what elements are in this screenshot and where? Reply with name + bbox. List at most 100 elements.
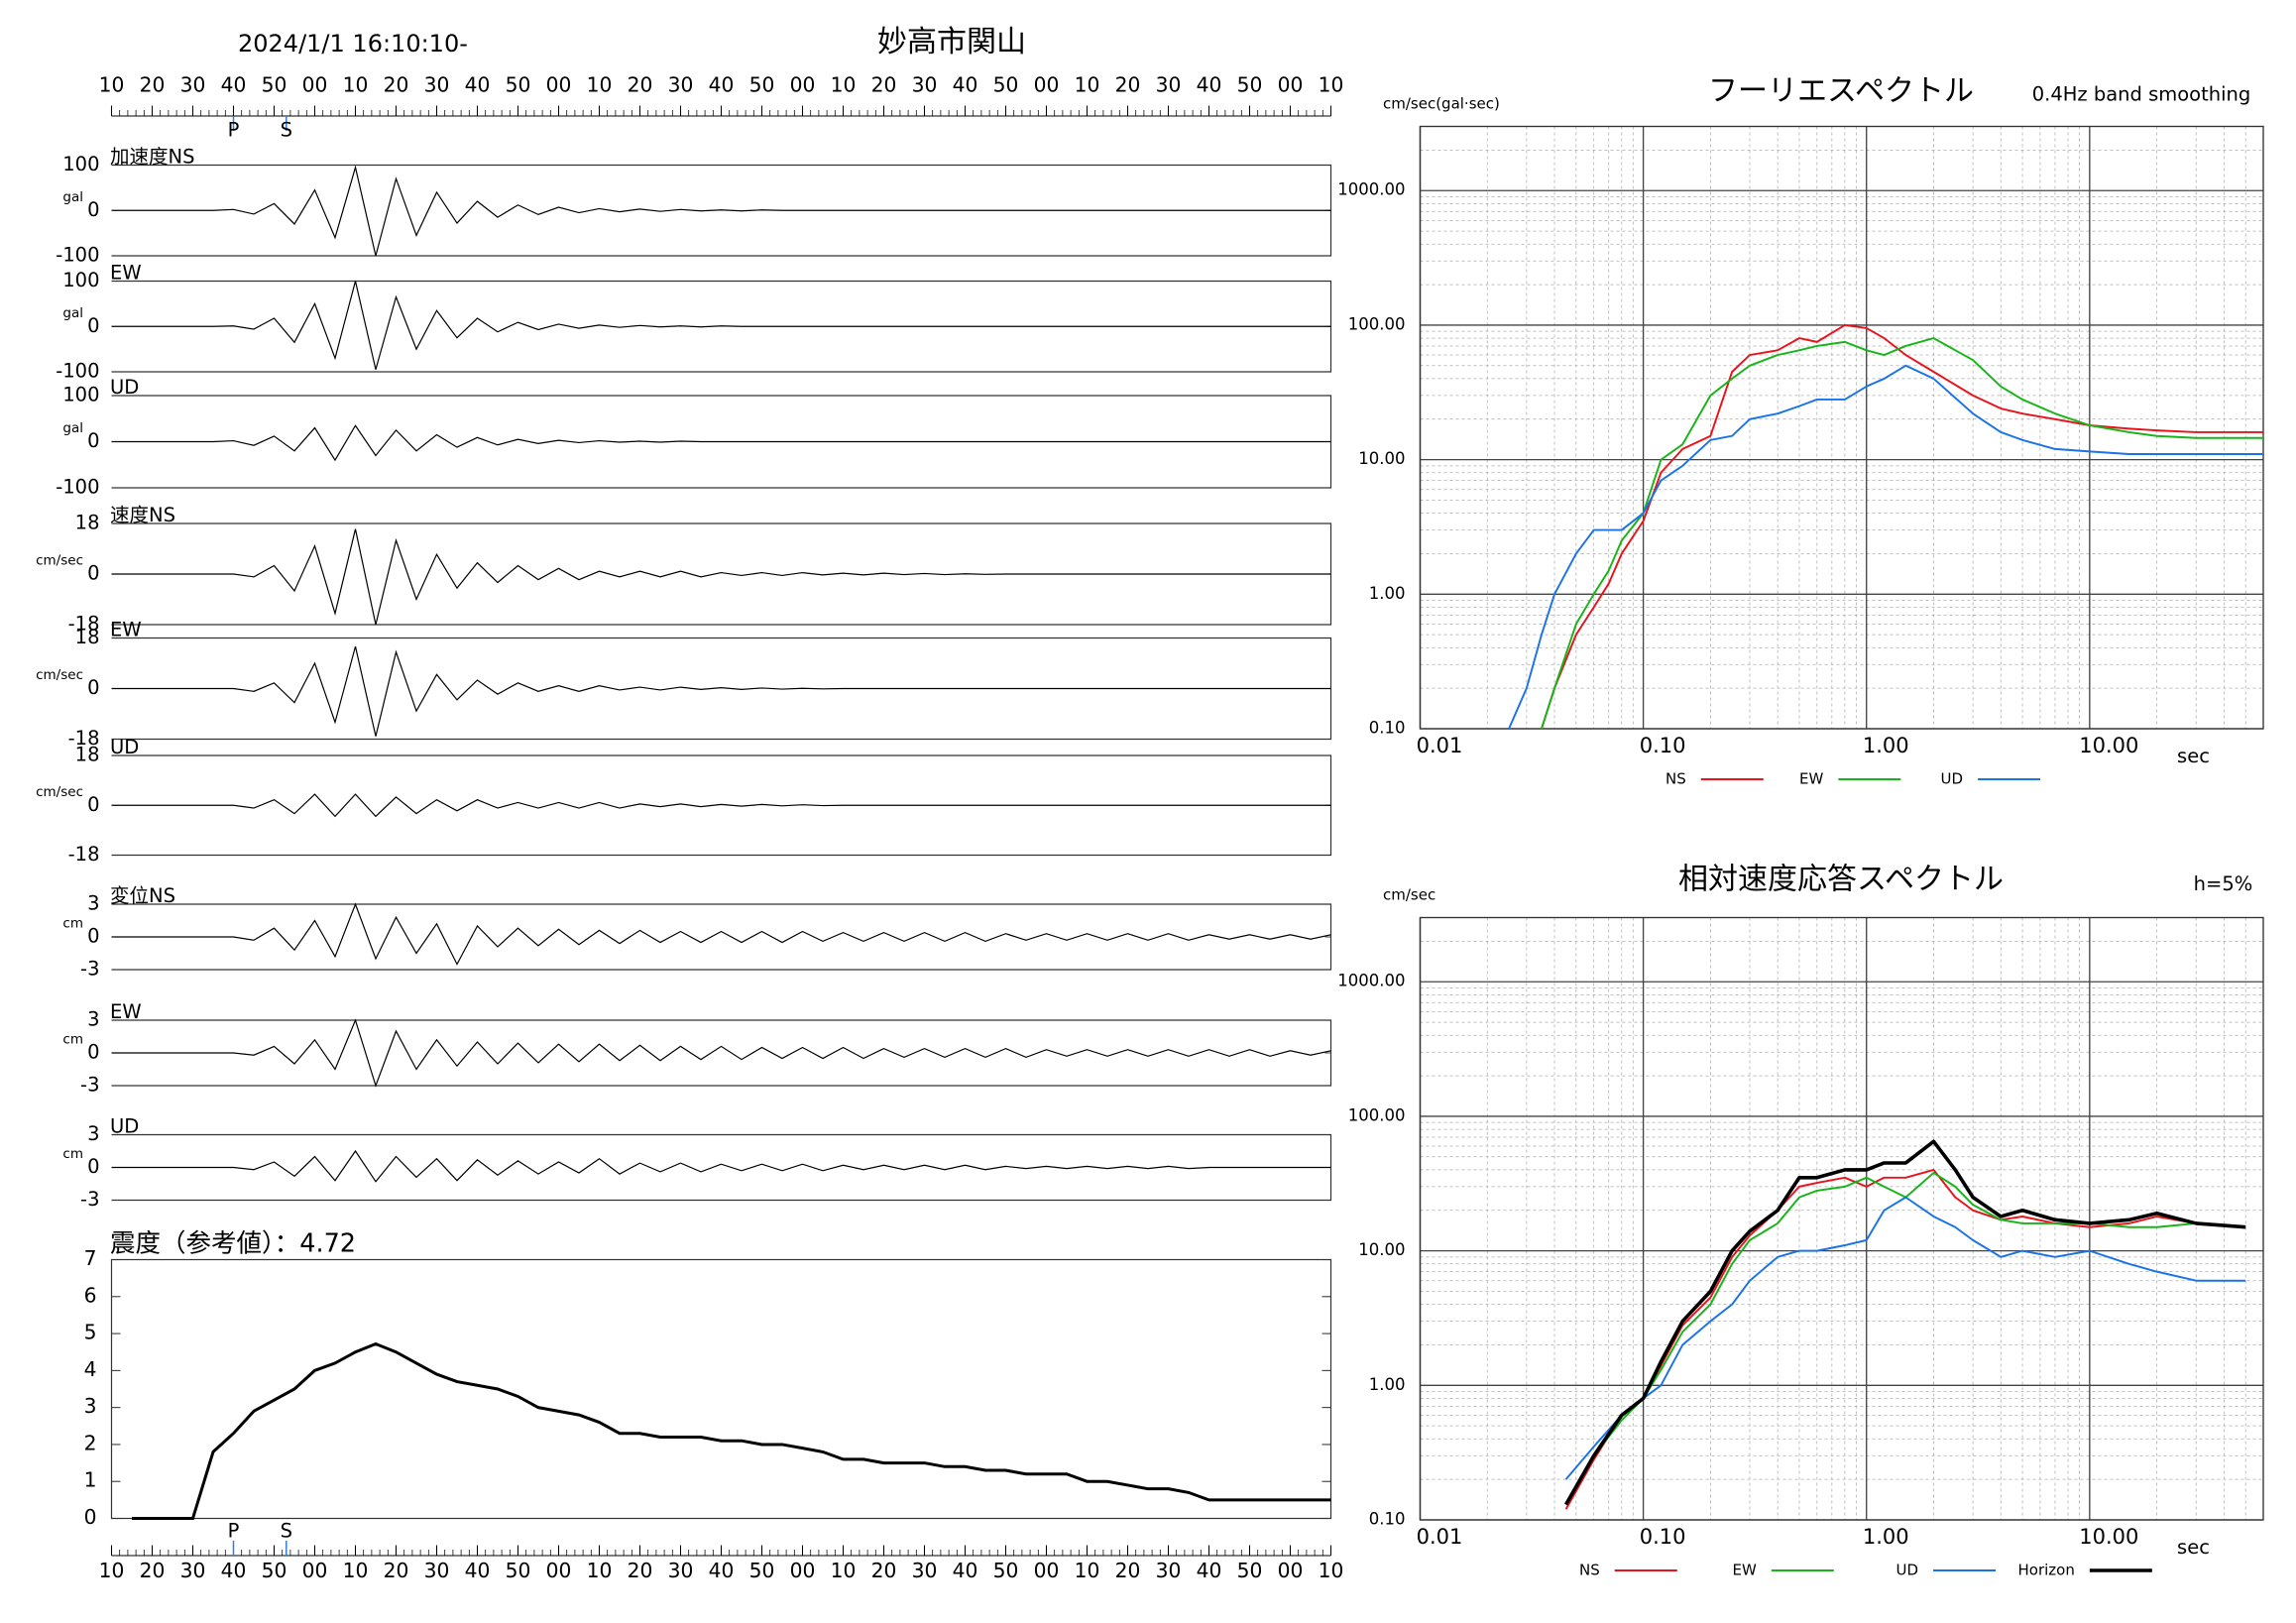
spectrum-line bbox=[1508, 364, 2263, 730]
y-tick-label: 3 bbox=[87, 1008, 99, 1031]
y-tick-label: 1 bbox=[84, 1468, 97, 1492]
x-tick-label: 30 bbox=[424, 1559, 450, 1582]
x-tick-label: 30 bbox=[180, 73, 206, 97]
x-tick-label: 40 bbox=[953, 1559, 978, 1582]
x-tick-label: 20 bbox=[1115, 73, 1141, 97]
x-tick-label: 50 bbox=[993, 73, 1019, 97]
chart-title: 相対速度応答スペクトル bbox=[1678, 863, 2004, 897]
x-tick-label: 0.01 bbox=[1417, 734, 1463, 757]
spectrum-line bbox=[1563, 1139, 2246, 1506]
x-tick-label: 40 bbox=[1197, 1559, 1222, 1582]
y-tick-label: 0 bbox=[87, 1041, 99, 1064]
y-tick-label: 6 bbox=[84, 1283, 97, 1307]
y-tick-label: -18 bbox=[68, 613, 100, 636]
intensity-title: 震度（参考値）：4.72 bbox=[110, 1229, 356, 1259]
y-tick-label: 0 bbox=[87, 314, 99, 337]
unit-label: gal bbox=[62, 420, 83, 436]
x-tick-label: 50 bbox=[749, 73, 775, 97]
x-tick-label: 10 bbox=[1319, 1559, 1344, 1582]
x-tick-label: 50 bbox=[1237, 73, 1263, 97]
x-tick-label: 20 bbox=[384, 1559, 409, 1582]
unit-label: cm bbox=[62, 1146, 83, 1162]
unit-label: cm/sec bbox=[36, 667, 83, 683]
x-tick-label: 00 bbox=[1034, 1559, 1060, 1582]
phase-marker-label: P bbox=[228, 1520, 240, 1543]
spectrum-line bbox=[1564, 1196, 2246, 1480]
y-tick-label: 1000.00 bbox=[1337, 180, 1405, 199]
waveform bbox=[111, 165, 1331, 257]
y-tick-label: 10.00 bbox=[1358, 449, 1405, 468]
x-tick-label: 00 bbox=[302, 1559, 328, 1582]
y-tick-label: 0.10 bbox=[1369, 719, 1406, 738]
x-tick-label: 20 bbox=[871, 1559, 897, 1582]
x-tick-label: 10 bbox=[343, 1559, 369, 1582]
waveform bbox=[111, 281, 1331, 370]
panel-title: EW bbox=[110, 619, 142, 641]
y-tick-label: -3 bbox=[80, 958, 99, 981]
y-tick-label: 100.00 bbox=[1348, 1105, 1406, 1124]
unit-label: cm bbox=[62, 1032, 83, 1048]
legend-label: UD bbox=[1941, 770, 1964, 788]
x-tick-label: 40 bbox=[465, 73, 491, 97]
y-tick-label: -100 bbox=[56, 244, 99, 267]
x-tick-label: 00 bbox=[790, 1559, 816, 1582]
y-tick-label: 1000.00 bbox=[1337, 972, 1405, 990]
y-tick-label: 3 bbox=[87, 1122, 99, 1145]
x-tick-label: 40 bbox=[709, 1559, 735, 1582]
unit-label: cm/sec bbox=[36, 553, 83, 569]
x-tick-label: 30 bbox=[912, 73, 938, 97]
panel-title: UD bbox=[110, 376, 139, 399]
x-tick-label: 50 bbox=[506, 73, 531, 97]
x-tick-label: 10 bbox=[343, 73, 369, 97]
y-unit: cm/sec bbox=[1383, 886, 1435, 904]
x-tick-label: 40 bbox=[221, 1559, 247, 1582]
x-tick-label: 50 bbox=[262, 73, 287, 97]
x-tick-label: 10 bbox=[99, 73, 125, 97]
y-unit: cm/sec(gal·sec) bbox=[1383, 95, 1500, 113]
y-tick-label: -18 bbox=[68, 727, 100, 750]
spectrum-line bbox=[1564, 1168, 2246, 1510]
y-tick-label: 4 bbox=[84, 1357, 97, 1381]
y-tick-label: 0 bbox=[87, 429, 99, 452]
legend-label: NS bbox=[1665, 770, 1686, 788]
panel-title: 速度NS bbox=[110, 504, 175, 526]
y-tick-label: 0 bbox=[87, 793, 99, 816]
panel-title: UD bbox=[110, 1115, 139, 1138]
x-tick-label: 20 bbox=[140, 73, 166, 97]
phase-marker-label: S bbox=[281, 119, 292, 142]
y-tick-label: 18 bbox=[75, 744, 100, 766]
y-tick-label: 18 bbox=[75, 512, 100, 534]
panel-title: EW bbox=[110, 262, 142, 285]
y-tick-label: 0.10 bbox=[1369, 1510, 1406, 1529]
x-tick-label: 10.00 bbox=[2079, 734, 2138, 757]
x-tick-label: 10 bbox=[1319, 73, 1344, 97]
y-tick-label: 1.00 bbox=[1369, 584, 1406, 603]
chart-subtitle: 0.4Hz band smoothing bbox=[2032, 83, 2251, 106]
x-tick-label: 20 bbox=[384, 73, 409, 97]
x-axis-label: sec bbox=[2177, 745, 2210, 767]
x-tick-label: 0.01 bbox=[1417, 1525, 1463, 1549]
x-tick-label: 50 bbox=[506, 1559, 531, 1582]
x-tick-label: 20 bbox=[628, 73, 653, 97]
y-tick-label: 0 bbox=[87, 676, 99, 699]
panel-title: 変位NS bbox=[110, 884, 175, 907]
y-tick-label: -100 bbox=[56, 360, 99, 383]
x-tick-label: 10 bbox=[587, 1559, 613, 1582]
chart-title: フーリエスペクトル bbox=[1708, 74, 1974, 109]
y-tick-label: 3 bbox=[84, 1394, 97, 1418]
x-tick-label: 30 bbox=[1156, 1559, 1182, 1582]
x-tick-label: 40 bbox=[221, 73, 247, 97]
y-tick-label: -3 bbox=[80, 1188, 99, 1211]
x-tick-label: 30 bbox=[912, 1559, 938, 1582]
waveform bbox=[111, 528, 1331, 626]
x-tick-label: 20 bbox=[1115, 1559, 1141, 1582]
x-tick-label: 00 bbox=[1034, 73, 1060, 97]
x-tick-label: 00 bbox=[546, 1559, 572, 1582]
x-tick-label: 40 bbox=[1197, 73, 1222, 97]
x-tick-label: 1.00 bbox=[1863, 734, 1909, 757]
y-tick-label: 10.00 bbox=[1358, 1240, 1405, 1259]
waveform bbox=[111, 424, 1331, 462]
y-tick-label: 100 bbox=[62, 269, 99, 291]
